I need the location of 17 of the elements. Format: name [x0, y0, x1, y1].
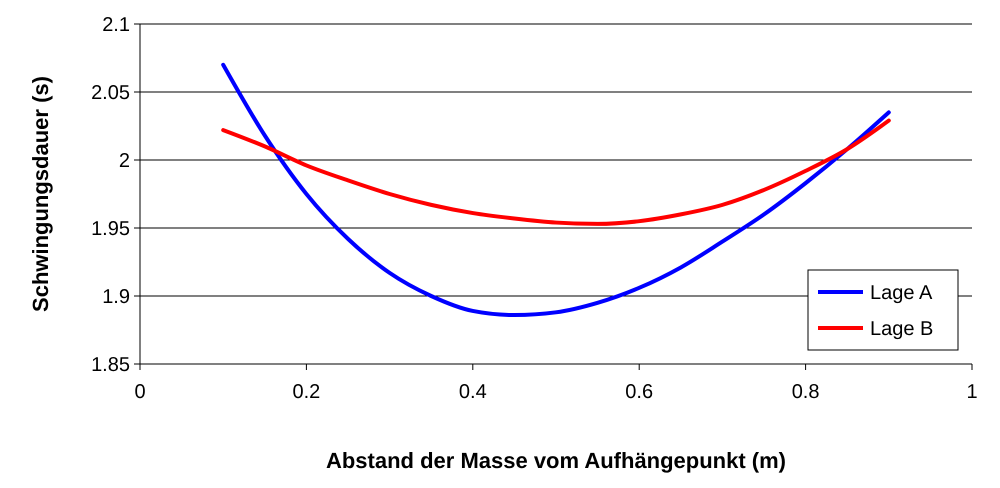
x-axis-title: Abstand der Masse vom Aufhängepunkt (m) [326, 448, 786, 473]
y-tick-label: 1.95 [91, 218, 130, 240]
y-tick-label: 2.1 [102, 14, 130, 36]
x-tick-label: 1 [966, 381, 978, 403]
y-tick-label: 1.85 [91, 354, 130, 376]
y-tick-label: 2.05 [91, 82, 130, 104]
x-tick-label: 0 [134, 381, 146, 403]
line-series [221, 118, 891, 226]
y-axis-title: Schwingungsdauer (s) [28, 76, 53, 312]
legend-label: Lage A [870, 282, 933, 304]
legend-label: Lage B [870, 318, 934, 340]
y-tick-label: 2 [118, 150, 130, 172]
x-tick-label: 0.2 [292, 381, 320, 403]
x-tick-label: 0.6 [625, 381, 654, 403]
y-tick-label: 1.9 [102, 286, 130, 308]
x-tick-label: 0.8 [792, 381, 820, 403]
x-tick-label: 0.4 [458, 381, 487, 403]
